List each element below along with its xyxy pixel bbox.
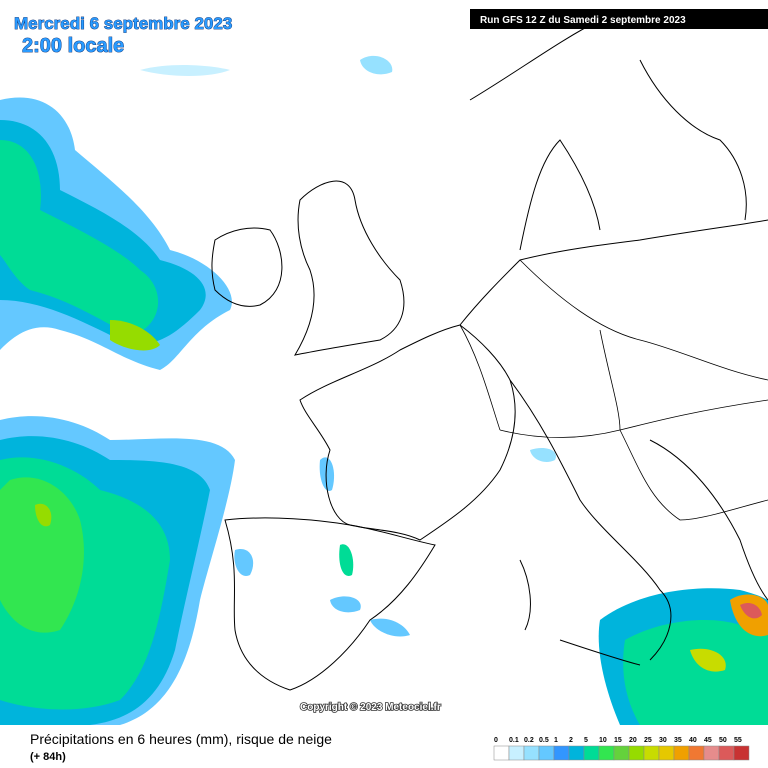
legend-swatch bbox=[553, 745, 570, 761]
legend-label: 55 bbox=[734, 737, 742, 744]
legend-swatch bbox=[583, 745, 600, 761]
legend-swatch bbox=[538, 745, 555, 761]
legend-label: 1 bbox=[554, 737, 558, 744]
legend-swatch bbox=[733, 745, 750, 761]
legend-label: 40 bbox=[689, 737, 697, 744]
run-box bbox=[470, 9, 768, 29]
legend-label: 0.1 bbox=[509, 737, 519, 744]
legend: 0 0.1 0.2 0.5 1 2 5 10 15 20 25 30 35 40 45 50 55 bbox=[493, 737, 750, 761]
borders bbox=[459, 259, 768, 521]
legend-label: 10 bbox=[599, 737, 607, 744]
legend-label: 45 bbox=[704, 737, 712, 744]
legend-label: 0 bbox=[494, 737, 498, 744]
precipitation bbox=[0, 55, 768, 725]
run-label: Run GFS 12 Z du Samedi 2 septembre 2023 bbox=[480, 15, 686, 26]
copyright: Copyright © 2023 Meteociel.fr bbox=[300, 702, 441, 713]
legend-label: 35 bbox=[674, 737, 682, 744]
legend-label: 25 bbox=[644, 737, 652, 744]
legend-label: 5 bbox=[584, 737, 588, 744]
legend-swatch bbox=[508, 745, 525, 761]
legend-swatch bbox=[628, 745, 645, 761]
legend-swatch bbox=[523, 745, 540, 761]
legend-label: 15 bbox=[614, 737, 622, 744]
legend-label: 20 bbox=[629, 737, 637, 744]
legend-swatch bbox=[658, 745, 675, 761]
caption-lead: (+ 84h) bbox=[30, 751, 66, 763]
legend-label: 2 bbox=[569, 737, 573, 744]
legend-swatch bbox=[703, 745, 720, 761]
legend-label: 30 bbox=[659, 737, 667, 744]
legend-swatch bbox=[493, 745, 510, 761]
legend-label: 50 bbox=[719, 737, 727, 744]
legend-swatch bbox=[688, 745, 705, 761]
legend-swatch bbox=[613, 745, 630, 761]
time-title: 2:00 locale bbox=[22, 35, 124, 57]
date-title: Mercredi 6 septembre 2023 bbox=[14, 14, 232, 33]
legend-swatch bbox=[718, 745, 735, 761]
legend-label: 0.5 bbox=[539, 737, 549, 744]
caption-title: Précipitations en 6 heures (mm), risque … bbox=[30, 731, 332, 747]
legend-swatch bbox=[673, 745, 690, 761]
legend-swatch bbox=[643, 745, 660, 761]
legend-swatch bbox=[568, 745, 585, 761]
coastlines bbox=[211, 19, 768, 691]
legend-label: 0.2 bbox=[524, 737, 534, 744]
legend-swatch bbox=[598, 745, 615, 761]
